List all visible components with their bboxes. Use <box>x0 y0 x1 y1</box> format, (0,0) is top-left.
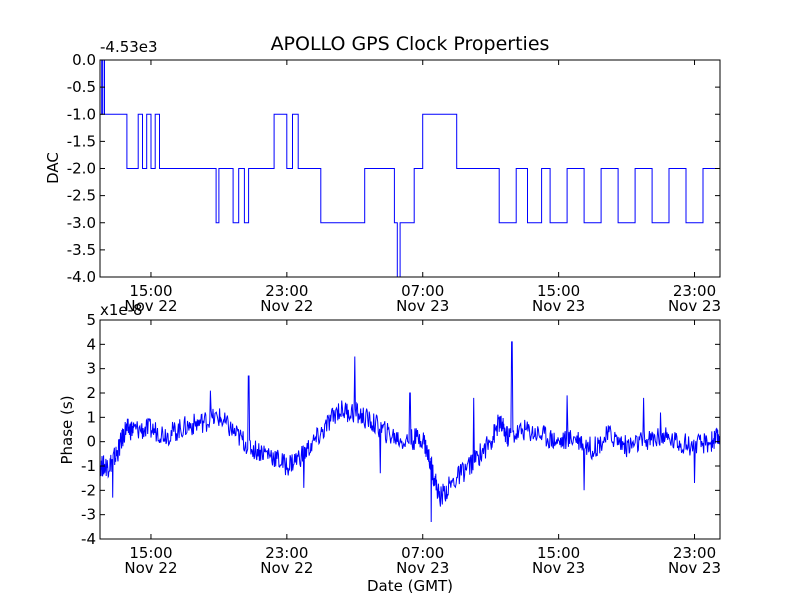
dac-xtick-date-label: Nov 22 <box>124 297 177 315</box>
dac-ytick-label: -3.0 <box>67 214 96 232</box>
dac-xtick-time-label: 23:00 <box>673 282 716 300</box>
dac-panel: -4.53e3 DAC 0.0 -0.5 -1.0 -1.5 -2.0 -2.5 -3.0 -… <box>44 38 721 315</box>
phase-ylabel: Phase (s) <box>58 395 76 464</box>
phase-axes-frame <box>99 319 721 540</box>
dac-ylabel: DAC <box>44 152 62 184</box>
phase-xtick-date-label: Nov 23 <box>668 559 721 577</box>
dac-ytick-label: -1.0 <box>67 105 96 123</box>
phase-ytick-label: 3 <box>86 360 96 378</box>
phase-panel: x1e-8 Phase (s) Date (GMT) 5 4 3 2 1 0 -1 -2 -3 -… <box>58 301 721 595</box>
dac-xtick-time-label: 15:00 <box>129 282 172 300</box>
phase-xtick-time-label: 15:00 <box>537 544 580 562</box>
phase-xtick-date-label: Nov 22 <box>124 559 177 577</box>
phase-ytick-label: 1 <box>86 408 96 426</box>
phase-xtick-time-label: 15:00 <box>129 544 172 562</box>
dac-ytick-label: -3.5 <box>67 241 96 259</box>
dac-ytick-label: -4.0 <box>67 268 96 286</box>
dac-ytick-label: -0.5 <box>67 78 96 96</box>
phase-ytick-label: -3 <box>81 506 96 524</box>
dac-xtick-date-label: Nov 23 <box>668 297 721 315</box>
dac-xtick-time-label: 07:00 <box>401 282 444 300</box>
dac-xtick-date-label: Nov 22 <box>260 297 313 315</box>
phase-xtick-date-label: Nov 23 <box>396 559 449 577</box>
dac-ytick-label: -1.5 <box>67 132 96 150</box>
phase-ytick-label: -1 <box>81 457 96 475</box>
dac-xtick-time-label: 15:00 <box>537 282 580 300</box>
dac-series-line <box>100 59 720 278</box>
dac-xtick-date-label: Nov 23 <box>532 297 585 315</box>
dac-ytick-label: -2.0 <box>67 160 96 178</box>
phase-xtick-time-label: 07:00 <box>401 544 444 562</box>
phase-ytick-label: 4 <box>86 335 96 353</box>
phase-ytick-label: -2 <box>81 481 96 499</box>
dac-ytick-label: 0.0 <box>72 51 96 69</box>
phase-xtick-time-label: 23:00 <box>673 544 716 562</box>
dac-xtick-time-label: 23:00 <box>265 282 308 300</box>
chart-title: APOLLO GPS Clock Properties <box>271 33 550 55</box>
phase-xtick-time-label: 23:00 <box>265 544 308 562</box>
phase-xlabel: Date (GMT) <box>367 577 453 595</box>
phase-ytick-label: 5 <box>86 311 96 329</box>
phase-ytick-label: 2 <box>86 384 96 402</box>
phase-xtick-date-label: Nov 22 <box>260 559 313 577</box>
dac-offset-label: -4.53e3 <box>100 38 158 56</box>
dac-xtick-date-label: Nov 23 <box>396 297 449 315</box>
phase-ytick-label: -4 <box>81 530 96 548</box>
phase-series-line <box>99 341 721 523</box>
phase-xtick-date-label: Nov 23 <box>532 559 585 577</box>
phase-ytick-label: 0 <box>86 433 96 451</box>
phase-offset-label: x1e-8 <box>100 301 143 319</box>
dac-ytick-label: -2.5 <box>67 187 96 205</box>
